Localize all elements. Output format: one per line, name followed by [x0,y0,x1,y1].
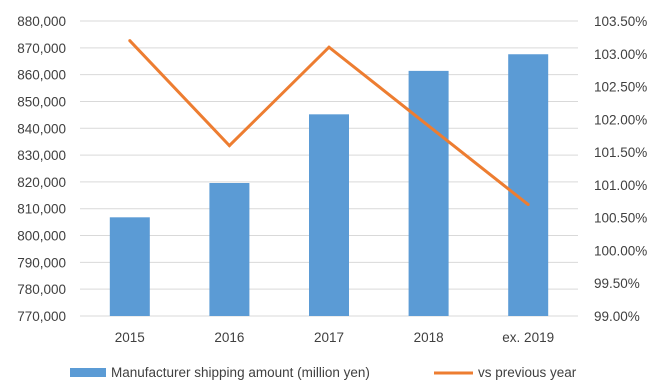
left-tick-label: 840,000 [17,121,66,136]
right-axis: 99.00% 99.50% 100.00% 100.50% 101.00% 101.50%… [594,14,647,324]
legend-bar-swatch [70,368,106,377]
left-tick-label: 810,000 [17,202,66,217]
x-axis: 2015 2016 2017 2018 ex. 2019 [115,330,554,345]
bar [508,54,549,316]
left-axis: 770,000 780,000 790,000 800,000 810,000 820,0… [17,14,66,324]
right-tick-label: 101.50% [594,145,647,160]
right-tick-label: 99.00% [594,309,640,324]
x-tick-label: 2018 [414,330,444,345]
left-tick-label: 860,000 [17,68,66,83]
left-tick-label: 770,000 [17,309,66,324]
bar [109,217,150,316]
line-point [227,144,231,148]
left-tick-label: 870,000 [17,41,66,56]
left-tick-label: 830,000 [17,148,66,163]
legend: Manufacturer shipping amount (million ye… [70,365,577,380]
x-tick-label: 2017 [314,330,344,345]
bar [408,70,449,316]
line-point [128,39,132,43]
x-tick-label: 2015 [115,330,145,345]
left-tick-label: 850,000 [17,94,66,109]
left-tick-label: 820,000 [17,175,66,190]
left-tick-label: 800,000 [17,229,66,244]
legend-bar-label: Manufacturer shipping amount (million ye… [111,365,370,380]
line-point [327,45,331,49]
legend-line-label: vs previous year [478,365,577,380]
bar-series [109,54,549,316]
left-tick-label: 790,000 [17,255,66,270]
line-point [526,203,530,207]
x-tick-label: ex. 2019 [502,330,554,345]
right-tick-label: 101.00% [594,178,647,193]
left-tick-label: 880,000 [17,14,66,29]
line-series [128,39,530,207]
line-point [427,124,431,128]
bar [309,114,349,316]
right-tick-label: 100.50% [594,211,647,226]
x-tick-label: 2016 [214,330,244,345]
right-tick-label: 100.00% [594,243,647,258]
bar [209,182,250,316]
right-tick-label: 102.50% [594,80,647,95]
right-tick-label: 103.00% [594,47,647,62]
right-tick-label: 99.50% [594,276,640,291]
left-tick-label: 780,000 [17,282,66,297]
right-tick-label: 102.00% [594,112,647,127]
right-tick-label: 103.50% [594,14,647,29]
